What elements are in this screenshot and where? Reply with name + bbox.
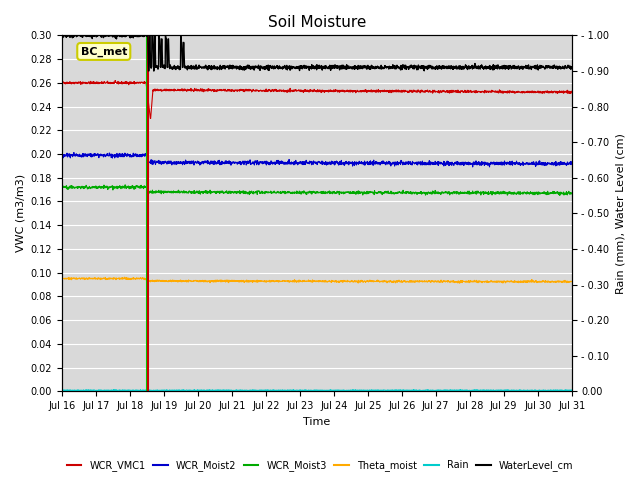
X-axis label: Time: Time [303,417,330,427]
Text: BC_met: BC_met [81,46,127,57]
Y-axis label: VWC (m3/m3): VWC (m3/m3) [15,174,25,252]
Y-axis label: Rain (mm), Water Level (cm): Rain (mm), Water Level (cm) [615,133,625,294]
Title: Soil Moisture: Soil Moisture [268,15,366,30]
Legend: WCR_VMC1, WCR_Moist2, WCR_Moist3, Theta_moist, Rain, WaterLevel_cm: WCR_VMC1, WCR_Moist2, WCR_Moist3, Theta_… [63,456,577,475]
